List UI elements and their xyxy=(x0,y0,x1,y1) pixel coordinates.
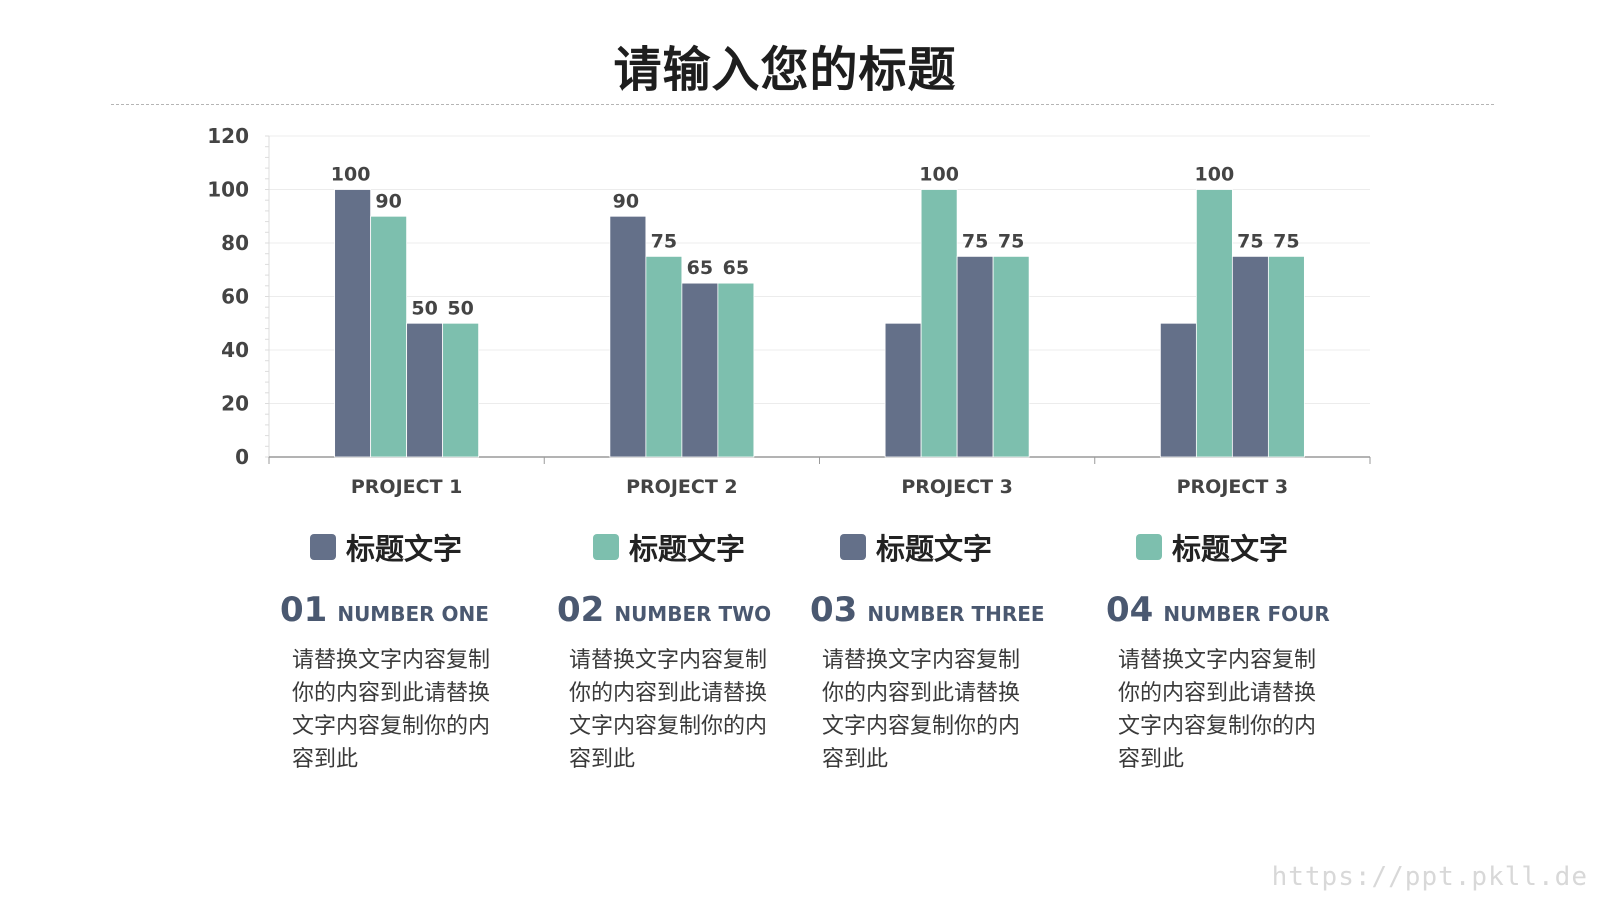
info-body: 请替换文字内容复制你的内容到此请替换文字内容复制你的内容到此 xyxy=(822,648,1021,772)
data-label: 65 xyxy=(687,257,713,279)
legend-label-2: 标题文字 xyxy=(629,532,746,566)
data-label: 100 xyxy=(919,164,959,186)
legend-item-4: 标题文字 xyxy=(1136,522,1288,572)
bar xyxy=(334,189,372,458)
x-tick-label: PROJECT 1 xyxy=(351,476,463,498)
bar xyxy=(1195,189,1233,458)
x-tick-label: PROJECT 3 xyxy=(1177,476,1289,498)
info-number: 01 xyxy=(280,590,328,630)
bar xyxy=(920,189,958,458)
data-label: 75 xyxy=(1237,230,1263,252)
bar xyxy=(992,255,1030,458)
data-label: 75 xyxy=(651,230,677,252)
y-tick-label: 80 xyxy=(221,231,249,255)
info-block-1: 01 NUMBER ONE 请替换文字内容复制你的内容到此请替换文字内容复制你的… xyxy=(280,590,520,776)
title-divider xyxy=(111,104,1494,105)
legend-label-1: 标题文字 xyxy=(346,532,463,566)
y-tick-label: 40 xyxy=(221,338,249,362)
legend-swatch-1 xyxy=(310,534,336,560)
info-block-3: 03 NUMBER THREE 请替换文字内容复制你的内容到此请替换文字内容复制… xyxy=(810,590,1050,776)
bar xyxy=(1267,255,1305,458)
bar xyxy=(956,255,994,458)
data-label: 90 xyxy=(613,190,639,212)
info-number: 03 xyxy=(810,590,858,630)
watermark: https://ppt.pkll.de xyxy=(1271,862,1588,892)
bar xyxy=(406,322,444,458)
bar xyxy=(645,255,683,458)
data-label: 75 xyxy=(962,230,988,252)
bar xyxy=(370,215,408,458)
legend-label-4: 标题文字 xyxy=(1172,532,1289,566)
y-tick-label: 60 xyxy=(221,285,249,309)
info-block-4: 04 NUMBER FOUR 请替换文字内容复制你的内容到此请替换文字内容复制你… xyxy=(1106,590,1346,776)
y-tick-label: 0 xyxy=(235,445,249,469)
legend-item-2: 标题文字 xyxy=(593,522,745,572)
legend-swatch-4 xyxy=(1136,534,1162,560)
info-body: 请替换文字内容复制你的内容到此请替换文字内容复制你的内容到此 xyxy=(569,648,768,772)
legend-item-1: 标题文字 xyxy=(310,522,462,572)
data-label: 75 xyxy=(998,230,1024,252)
info-number: 02 xyxy=(557,590,605,630)
bar xyxy=(681,282,719,458)
info-subtitle: NUMBER FOUR xyxy=(1163,602,1330,626)
data-label: 100 xyxy=(1195,164,1235,186)
bar xyxy=(717,282,755,458)
info-block-2: 02 NUMBER TWO 请替换文字内容复制你的内容到此请替换文字内容复制你的… xyxy=(557,590,797,776)
x-tick-label: PROJECT 3 xyxy=(901,476,1013,498)
bar xyxy=(1159,322,1197,458)
data-label: 65 xyxy=(723,257,749,279)
legend-swatch-2 xyxy=(593,534,619,560)
y-tick-label: 100 xyxy=(207,178,249,202)
page-title: 请输入您的标题 xyxy=(613,42,957,98)
info-number: 04 xyxy=(1106,590,1154,630)
data-label: 100 xyxy=(331,164,371,186)
data-label: 50 xyxy=(411,297,437,319)
x-tick-label: PROJECT 2 xyxy=(626,476,738,498)
data-label: 75 xyxy=(1273,230,1299,252)
info-subtitle: NUMBER TWO xyxy=(614,602,772,626)
y-tick-label: 20 xyxy=(221,392,249,416)
legend-item-3: 标题文字 xyxy=(840,522,992,572)
bar xyxy=(1231,255,1269,458)
info-subtitle: NUMBER THREE xyxy=(867,602,1045,626)
y-tick-label: 120 xyxy=(207,124,249,148)
bar xyxy=(442,322,480,458)
bar xyxy=(609,215,647,458)
legend-label-3: 标题文字 xyxy=(876,532,993,566)
info-body: 请替换文字内容复制你的内容到此请替换文字内容复制你的内容到此 xyxy=(292,648,491,772)
data-label: 50 xyxy=(447,297,473,319)
bar xyxy=(884,322,922,458)
info-subtitle: NUMBER ONE xyxy=(337,602,489,626)
data-label: 90 xyxy=(375,190,401,212)
info-body: 请替换文字内容复制你的内容到此请替换文字内容复制你的内容到此 xyxy=(1118,648,1317,772)
legend-swatch-3 xyxy=(840,534,866,560)
